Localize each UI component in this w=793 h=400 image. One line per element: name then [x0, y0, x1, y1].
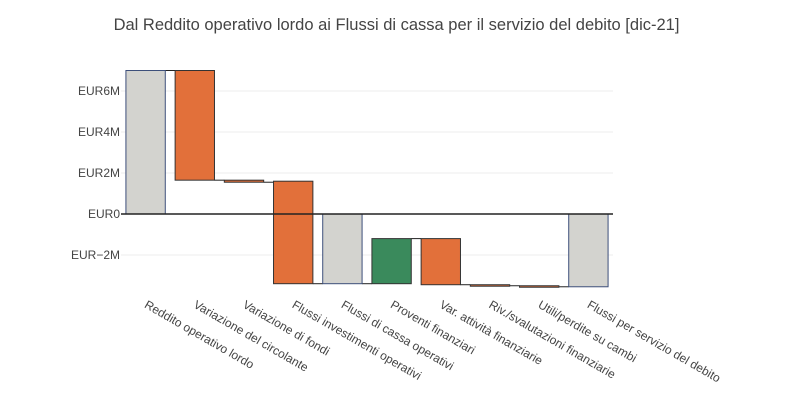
bar-decrease	[174, 70, 215, 181]
bar-total	[568, 213, 609, 288]
y-axis: EUR6M EUR4M EUR2M EUR0 EUR−2M	[71, 84, 120, 262]
bar-increase	[371, 238, 412, 285]
bar-decrease	[273, 180, 314, 285]
y-tick-label: EUR−2M	[71, 248, 120, 262]
y-tick-label: EUR2M	[78, 166, 120, 180]
bar-total	[125, 70, 166, 215]
bar-decrease	[469, 284, 511, 287]
y-tick-label: EUR4M	[78, 125, 120, 139]
bar-decrease	[223, 179, 265, 183]
chart-title: Dal Reddito operativo lordo ai Flussi di…	[114, 16, 680, 34]
y-tick-label: EUR6M	[78, 84, 120, 98]
connectors	[165, 70, 569, 288]
bar-decrease	[519, 285, 560, 288]
bar-total	[322, 213, 363, 285]
bar-decrease	[420, 238, 461, 286]
bars	[125, 70, 609, 288]
y-tick-label: EUR0	[88, 207, 120, 221]
